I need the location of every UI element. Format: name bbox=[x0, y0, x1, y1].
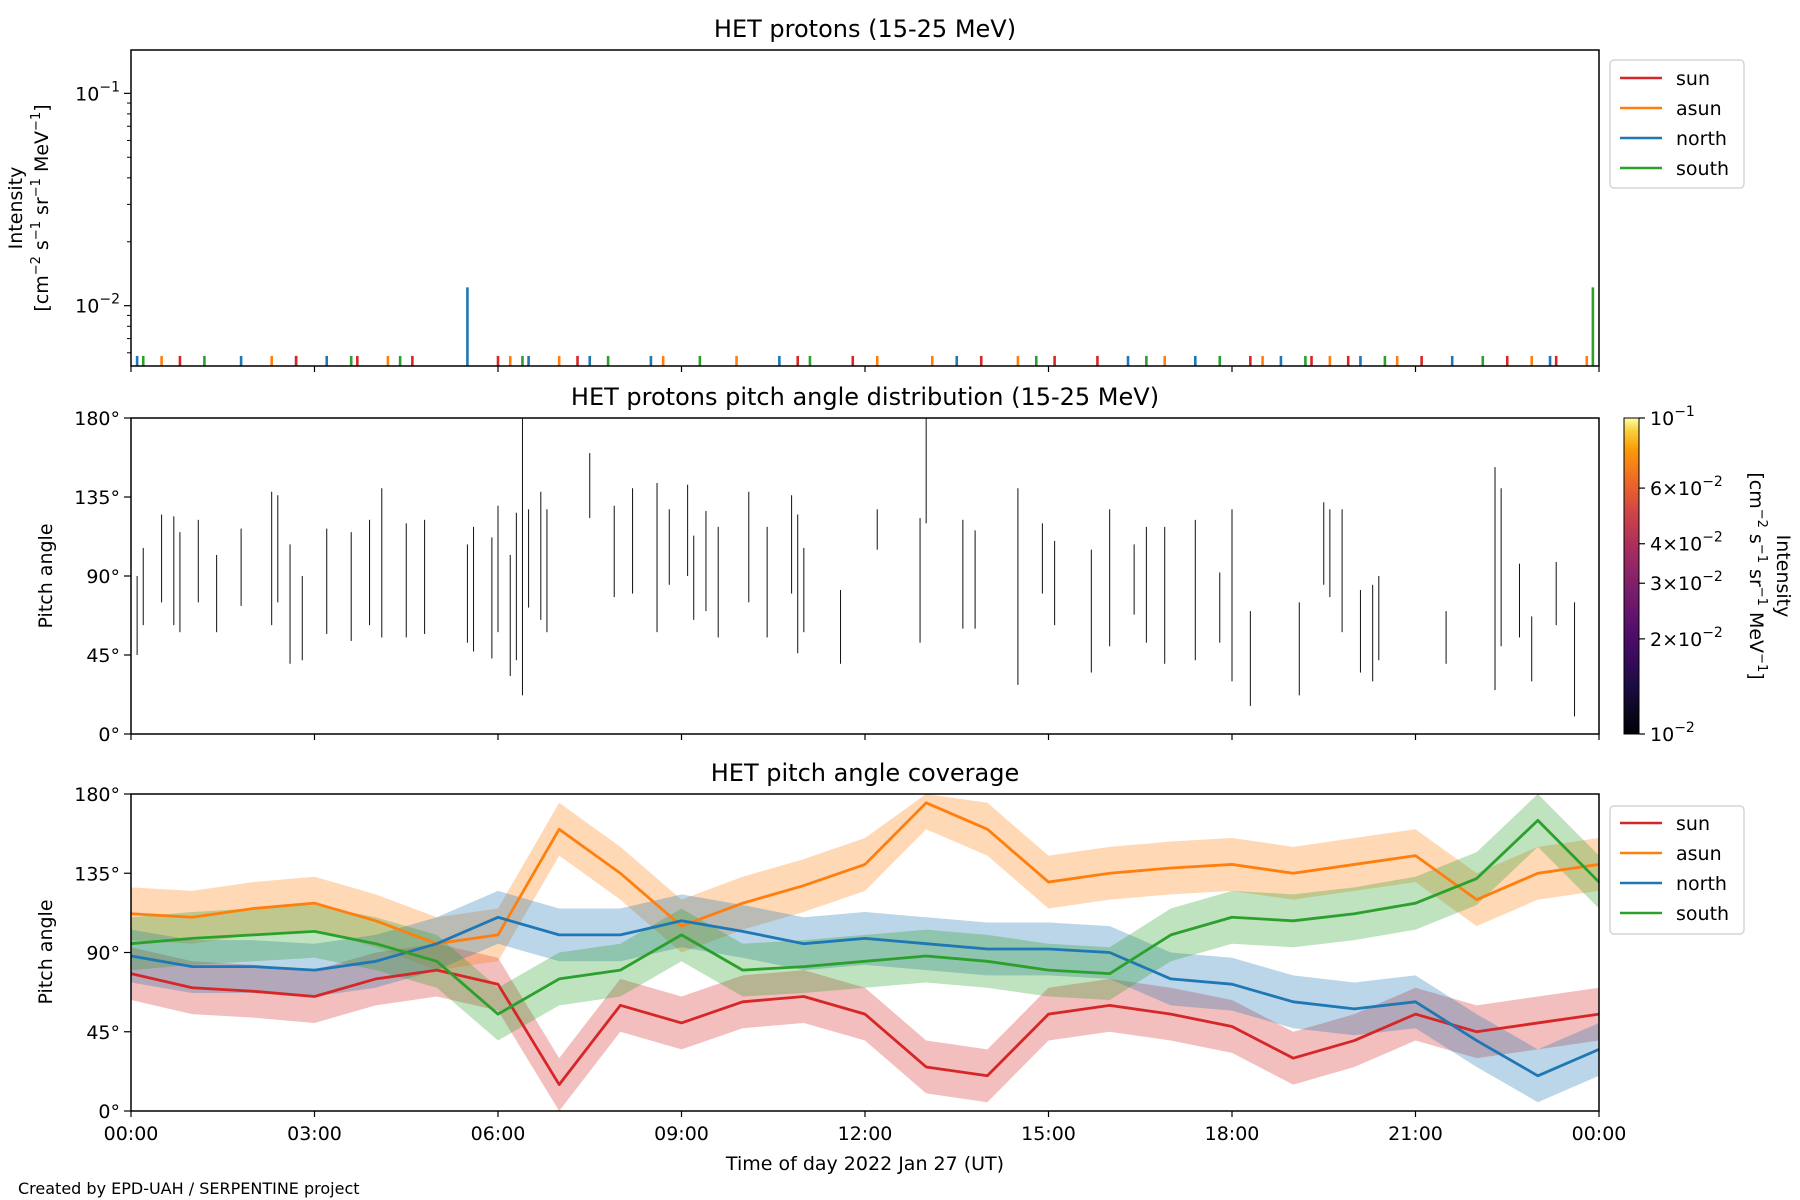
colorbar-label: Intensity bbox=[1772, 535, 1794, 618]
legend-label-south: south bbox=[1676, 158, 1729, 180]
colorbar-label-units: [cm−2 s−1 sr−1 MeV−1] bbox=[1745, 472, 1769, 679]
panel-pitch-angle-distribution: HET protons pitch angle distribution (15… bbox=[35, 383, 1794, 746]
colorbar-tick-label: 10−2 bbox=[1650, 720, 1695, 746]
x-tick-label: 21:00 bbox=[1388, 1123, 1443, 1145]
coverage-line-north bbox=[130, 915, 1600, 1078]
colorbar-tick-label: 4×10−2 bbox=[1650, 530, 1723, 556]
panel2-segments bbox=[136, 418, 1600, 717]
coverage-line-asun bbox=[130, 801, 1600, 946]
colorbar bbox=[1623, 417, 1640, 735]
x-tick-label: 12:00 bbox=[838, 1123, 893, 1145]
coverage-line-south bbox=[130, 819, 1600, 1016]
y-tick-label: 135° bbox=[74, 863, 120, 885]
x-tick-label: 09:00 bbox=[654, 1123, 709, 1145]
legend-label-asun: asun bbox=[1676, 843, 1722, 865]
y-tick-label: 90° bbox=[86, 566, 120, 588]
y-tick-label: 45° bbox=[86, 1022, 120, 1044]
panel1-legend: sun asun north south bbox=[1609, 59, 1745, 189]
legend-box bbox=[1609, 59, 1745, 189]
y-tick-label: 10−2 bbox=[75, 292, 120, 318]
x-tick-label: 03:00 bbox=[287, 1123, 342, 1145]
panel2-xticks bbox=[130, 734, 1600, 740]
coverage-band-asun bbox=[131, 794, 1599, 971]
panel3-title: HET pitch angle coverage bbox=[711, 759, 1019, 787]
colorbar-tick-label: 6×10−2 bbox=[1650, 474, 1723, 500]
x-tick-label: 06:00 bbox=[471, 1123, 526, 1145]
x-tick-label: 18:00 bbox=[1205, 1123, 1260, 1145]
panel2-title: HET protons pitch angle distribution (15… bbox=[571, 383, 1159, 411]
y-tick-label: 90° bbox=[86, 943, 120, 965]
panel-pitch-angle-coverage: HET pitch angle coverage 0° 45° 90° 135° 180… bbox=[35, 759, 1745, 1175]
credit-text: Created by EPD-UAH / SERPENTINE project bbox=[18, 1179, 360, 1198]
y-tick-label: 45° bbox=[86, 645, 120, 667]
panel1-ylabel: Intensity bbox=[5, 167, 27, 250]
y-tick-label: 180° bbox=[74, 408, 120, 430]
panel1-ylabel-units: [cm−2 s−1 sr−1 MeV−1] bbox=[29, 104, 53, 311]
panel1-frame bbox=[130, 49, 1600, 367]
legend-label-asun: asun bbox=[1676, 98, 1722, 120]
y-tick-label: 180° bbox=[74, 784, 120, 806]
legend-label-north: north bbox=[1676, 873, 1727, 895]
colorbar-tick-label: 3×10−2 bbox=[1650, 569, 1723, 595]
colorbar-tick-label: 10−1 bbox=[1650, 404, 1695, 430]
x-tick-label: 00:00 bbox=[1572, 1123, 1627, 1145]
x-axis-label: Time of day 2022 Jan 27 (UT) bbox=[725, 1153, 1004, 1175]
legend-label-north: north bbox=[1676, 128, 1727, 150]
panel1-series bbox=[135, 287, 1595, 366]
panel-intensity: HET protons (15-25 MeV) 10−2 10−1 Intensi… bbox=[5, 15, 1745, 372]
panel2-ylabel: Pitch angle bbox=[35, 523, 57, 628]
legend-label-sun: sun bbox=[1676, 813, 1710, 835]
y-tick-label: 135° bbox=[74, 487, 120, 509]
panel1-title: HET protons (15-25 MeV) bbox=[714, 15, 1016, 43]
x-tick-label: 15:00 bbox=[1021, 1123, 1076, 1145]
panel3-bands bbox=[131, 794, 1599, 1111]
panel3-lines bbox=[130, 801, 1600, 1086]
legend-label-sun: sun bbox=[1676, 68, 1710, 90]
coverage-line-sun bbox=[130, 968, 1600, 1086]
panel3-ylabel: Pitch angle bbox=[35, 899, 57, 1004]
panel1-yticks: 10−2 10−1 bbox=[75, 79, 131, 354]
colorbar-tick-label: 2×10−2 bbox=[1650, 625, 1723, 651]
y-tick-label: 0° bbox=[98, 724, 120, 746]
panel3-xticks: 00:00 03:00 06:00 09:00 12:00 15:00 18:00 21:00… bbox=[104, 1111, 1627, 1145]
y-tick-label: 0° bbox=[98, 1101, 120, 1123]
coverage-band-north bbox=[131, 890, 1599, 1103]
panel3-yticks: 0° 45° 90° 135° 180° bbox=[74, 784, 131, 1123]
colorbar-ticks: 10−1 6×10−2 4×10−2 3×10−2 2×10−2 10−2 bbox=[1639, 404, 1723, 746]
coverage-band-south bbox=[131, 794, 1599, 1041]
y-tick-label: 10−1 bbox=[75, 79, 120, 105]
legend-label-south: south bbox=[1676, 903, 1729, 925]
x-tick-label: 00:00 bbox=[104, 1123, 159, 1145]
legend-box bbox=[1609, 805, 1745, 935]
panel2-yticks: 0° 45° 90° 135° 180° bbox=[74, 408, 131, 746]
panel1-xticks bbox=[130, 366, 1600, 372]
panel3-legend: sun asun north south bbox=[1609, 805, 1745, 935]
